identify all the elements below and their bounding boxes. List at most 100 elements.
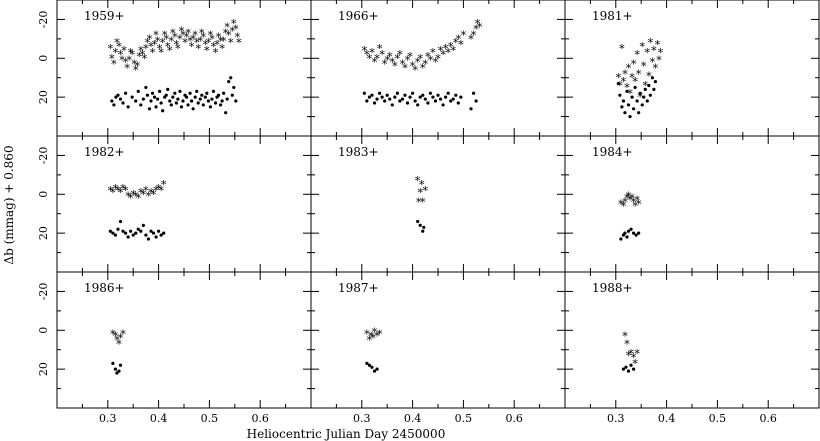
star-point: *	[419, 179, 425, 192]
dot-point	[166, 87, 170, 91]
star-point: *	[152, 39, 158, 52]
dot-point	[206, 99, 210, 103]
dot-point	[629, 227, 633, 231]
star-point: *	[364, 48, 370, 61]
star-point: *	[145, 37, 151, 50]
dot-point	[630, 95, 634, 99]
x-tick-label: 0.3	[607, 412, 625, 425]
star-point: *	[125, 190, 131, 203]
panel-1966: 1966+***********************************…	[310, 0, 566, 137]
star-point: *	[110, 328, 116, 341]
dot-point	[375, 367, 379, 371]
star-point: *	[636, 68, 642, 81]
star-point: *	[133, 64, 139, 77]
star-point: *	[131, 58, 137, 71]
star-point: *	[632, 76, 638, 89]
star-point: *	[384, 54, 390, 67]
y-tick-label: 20	[37, 362, 50, 376]
star-point: *	[626, 62, 632, 75]
dot-point	[474, 99, 478, 103]
star-point: *	[114, 37, 120, 50]
dot-point	[471, 91, 476, 95]
y-tick-label: -20	[37, 11, 50, 29]
dot-point	[112, 103, 116, 107]
dot-point	[648, 93, 652, 97]
star-point: *	[180, 29, 186, 42]
dot-point	[159, 101, 163, 105]
dot-point	[631, 231, 636, 235]
dot-point	[190, 99, 194, 103]
star-point: *	[650, 56, 656, 69]
dot-point	[113, 233, 118, 237]
panel-1984: 1984+***********	[564, 135, 820, 273]
star-point: *	[387, 50, 393, 63]
dot-point	[171, 95, 175, 99]
dot-point	[403, 93, 407, 97]
dot-point	[405, 101, 410, 105]
star-point: *	[658, 46, 664, 59]
star-point: *	[153, 29, 159, 42]
star-point: *	[213, 46, 219, 59]
star-point: *	[174, 39, 180, 52]
star-point: *	[199, 27, 205, 40]
star-point: *	[456, 33, 462, 46]
star-point: *	[624, 81, 630, 94]
dot-point	[418, 95, 422, 99]
star-point: *	[116, 338, 122, 351]
dot-point	[136, 89, 140, 93]
star-point: *	[231, 17, 237, 30]
star-point: *	[169, 35, 175, 48]
star-point: *	[392, 60, 398, 73]
dot-point	[139, 103, 143, 107]
star-point: *	[214, 39, 220, 52]
star-point: *	[631, 196, 637, 209]
dot-point	[400, 97, 405, 101]
star-point: *	[619, 43, 625, 56]
dot-point	[367, 95, 372, 99]
star-point: *	[170, 27, 176, 40]
star-point: *	[430, 46, 436, 59]
dot-point	[174, 101, 178, 105]
star-point: *	[108, 43, 114, 56]
star-point: *	[115, 184, 121, 197]
star-point: *	[629, 192, 635, 205]
y-tick-label: 0	[37, 327, 50, 334]
dot-point	[118, 97, 123, 101]
dot-point	[647, 83, 651, 88]
star-point: *	[123, 56, 129, 69]
star-point: *	[626, 350, 632, 363]
dot-point	[200, 93, 204, 97]
dot-point	[123, 231, 128, 235]
dot-point	[642, 95, 646, 99]
star-point: *	[656, 54, 662, 67]
star-point: *	[425, 50, 431, 63]
dot-point	[426, 101, 430, 105]
dot-point	[413, 99, 417, 103]
dot-point	[123, 91, 128, 95]
dot-point	[129, 229, 133, 233]
star-point: *	[632, 357, 638, 370]
dot-point	[626, 103, 631, 107]
dot-point	[370, 365, 374, 369]
star-point: *	[395, 52, 401, 65]
dot-point	[449, 99, 453, 103]
dot-point	[635, 99, 639, 103]
dot-point	[130, 95, 134, 99]
star-point: *	[655, 39, 661, 52]
panel-label: 1988+	[592, 281, 633, 295]
x-tick-label: 0.5	[709, 412, 727, 425]
dot-point	[416, 103, 420, 107]
star-point: *	[158, 184, 164, 197]
dot-point	[418, 223, 422, 227]
dot-point	[150, 91, 155, 95]
star-point: *	[129, 48, 135, 61]
star-point: *	[477, 21, 483, 34]
star-point: *	[624, 192, 630, 205]
dot-point	[144, 85, 148, 90]
x-tick-label: 0.6	[759, 412, 777, 425]
star-point: *	[208, 29, 214, 42]
dot-point	[184, 95, 189, 99]
